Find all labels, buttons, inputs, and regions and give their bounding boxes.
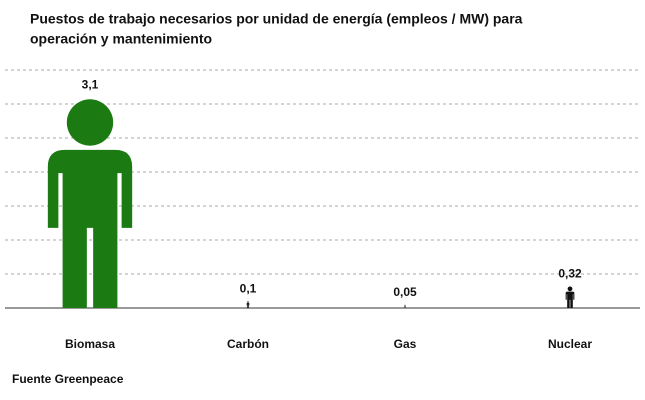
chart-title: operación y mantenimiento: [30, 31, 212, 47]
person-icon: [404, 304, 406, 308]
person-icon: [47, 99, 133, 308]
x-tick-label: Nuclear: [548, 337, 592, 351]
x-tick-label: Carbón: [227, 337, 269, 351]
person-icon: [246, 301, 250, 308]
x-tick-label: Gas: [394, 337, 417, 351]
value-label: 0,32: [558, 266, 582, 280]
person-icon: [565, 286, 575, 308]
value-label: 0,05: [393, 285, 417, 299]
source: Fuente Greenpeace: [12, 372, 124, 386]
x-tick-label: Biomasa: [65, 337, 115, 351]
chart-title: Puestos de trabajo necesarios por unidad…: [30, 11, 523, 27]
value-label: 0,1: [240, 281, 257, 295]
value-label: 3,1: [82, 77, 99, 91]
